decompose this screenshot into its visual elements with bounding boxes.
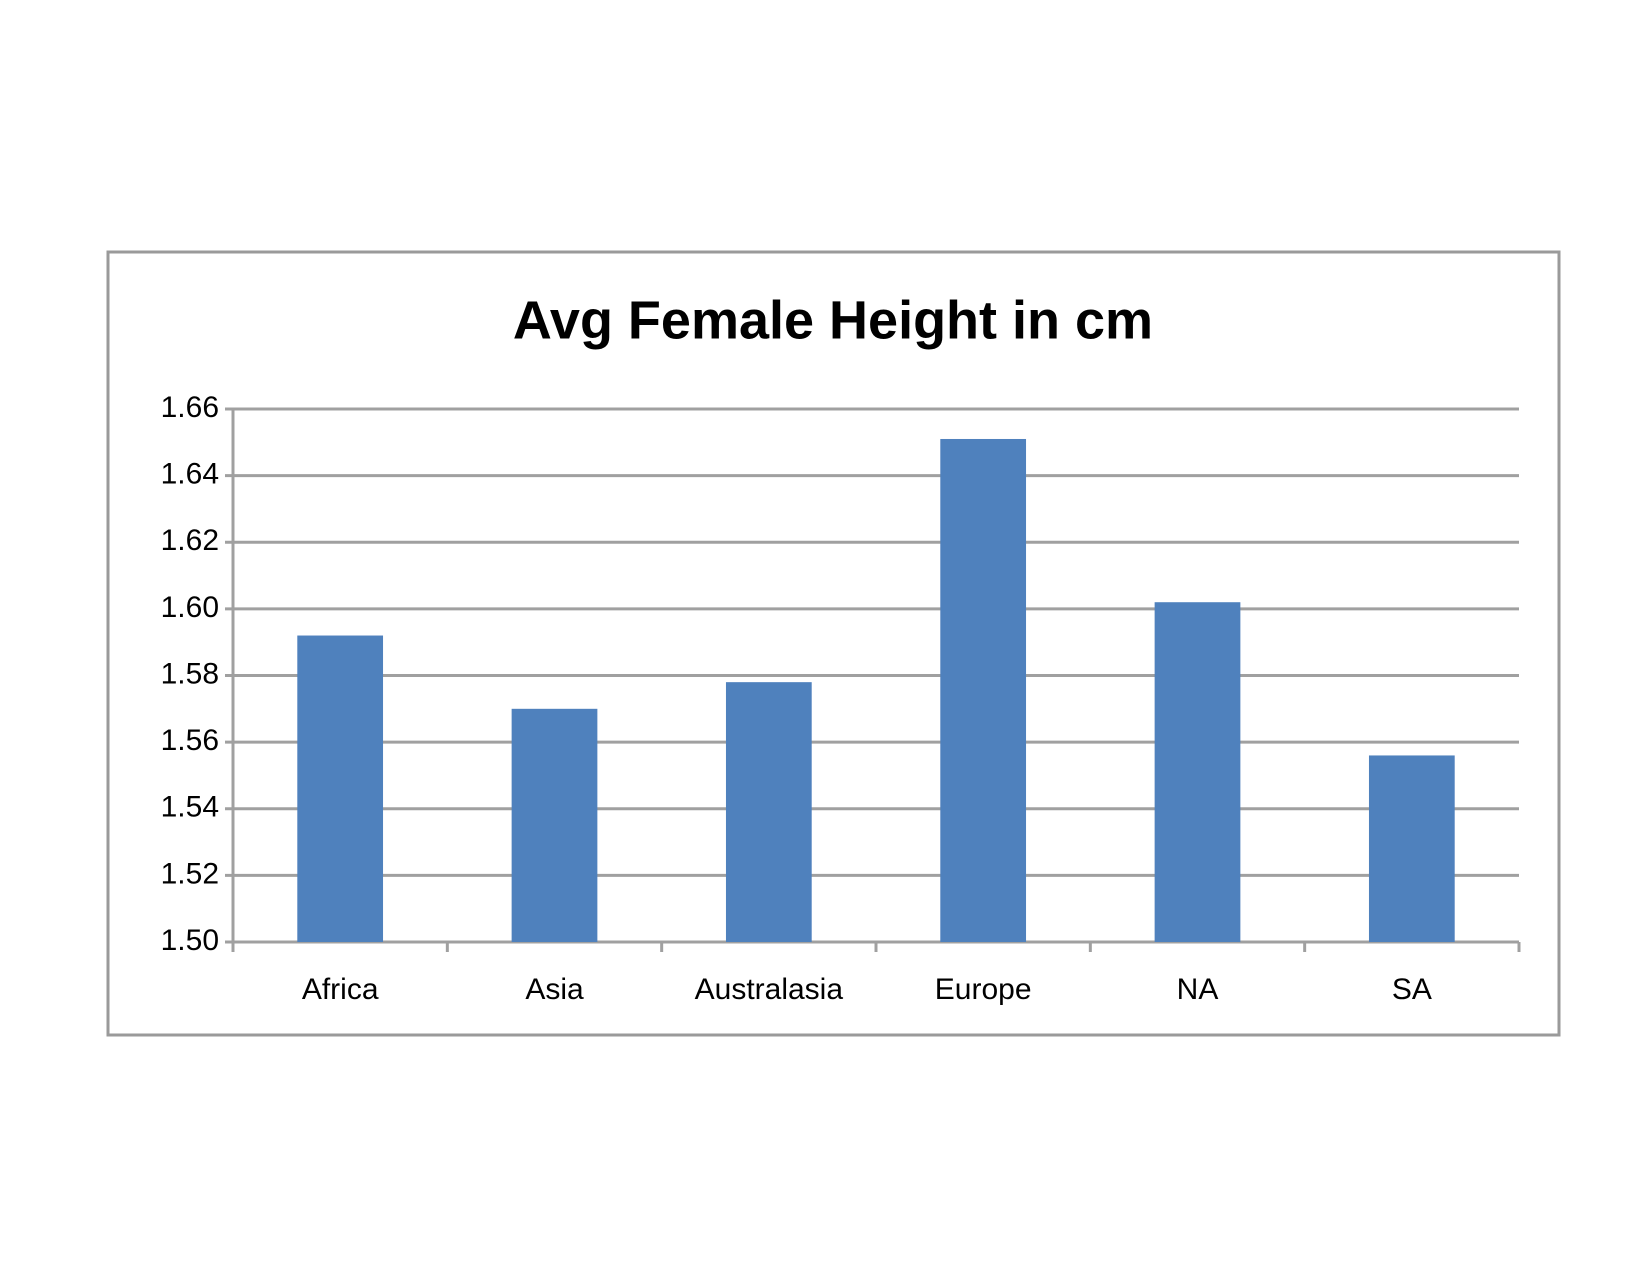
bar <box>1154 602 1241 942</box>
x-tick-label: SA <box>1392 973 1432 1006</box>
y-tick-label: 1.60 <box>161 591 219 624</box>
chart-title: Avg Female Height in cm <box>513 290 1153 350</box>
y-tick-label: 1.50 <box>161 924 219 957</box>
y-tick-label: 1.66 <box>161 391 219 424</box>
bar <box>511 708 598 942</box>
y-tick-label: 1.52 <box>161 857 219 890</box>
bar <box>725 682 812 942</box>
y-tick-label: 1.62 <box>161 524 219 557</box>
x-tick-label: Asia <box>525 973 584 1006</box>
x-tick-label: Australasia <box>695 973 844 1006</box>
y-tick-label: 1.54 <box>161 791 219 824</box>
bar <box>297 635 384 942</box>
x-tick-label: Africa <box>302 973 379 1006</box>
x-tick-label: Europe <box>935 973 1032 1006</box>
y-tick-label: 1.58 <box>161 657 219 690</box>
bar <box>1368 755 1455 942</box>
bar <box>940 438 1027 942</box>
y-tick-label: 1.56 <box>161 724 219 757</box>
x-tick-label: NA <box>1177 973 1219 1006</box>
y-tick-label: 1.64 <box>161 458 219 491</box>
